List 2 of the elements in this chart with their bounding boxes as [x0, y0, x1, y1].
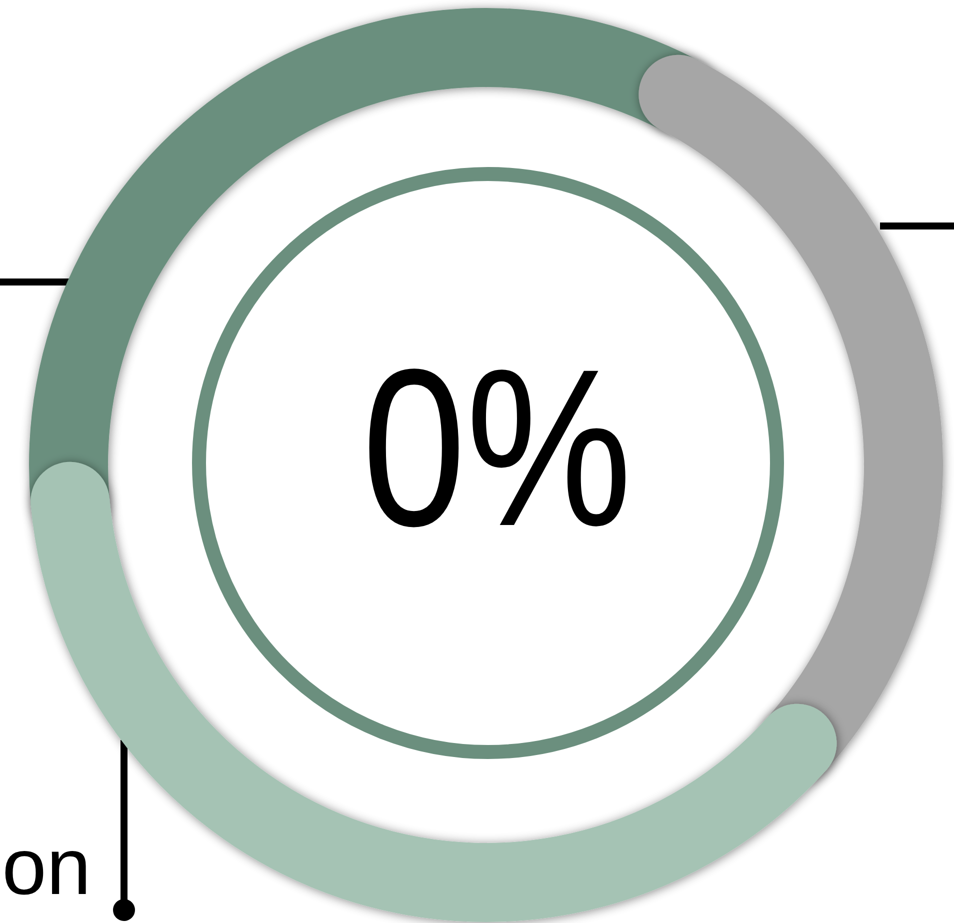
text: 0%: [362, 323, 686, 573]
slice-label: on: [2, 822, 91, 911]
